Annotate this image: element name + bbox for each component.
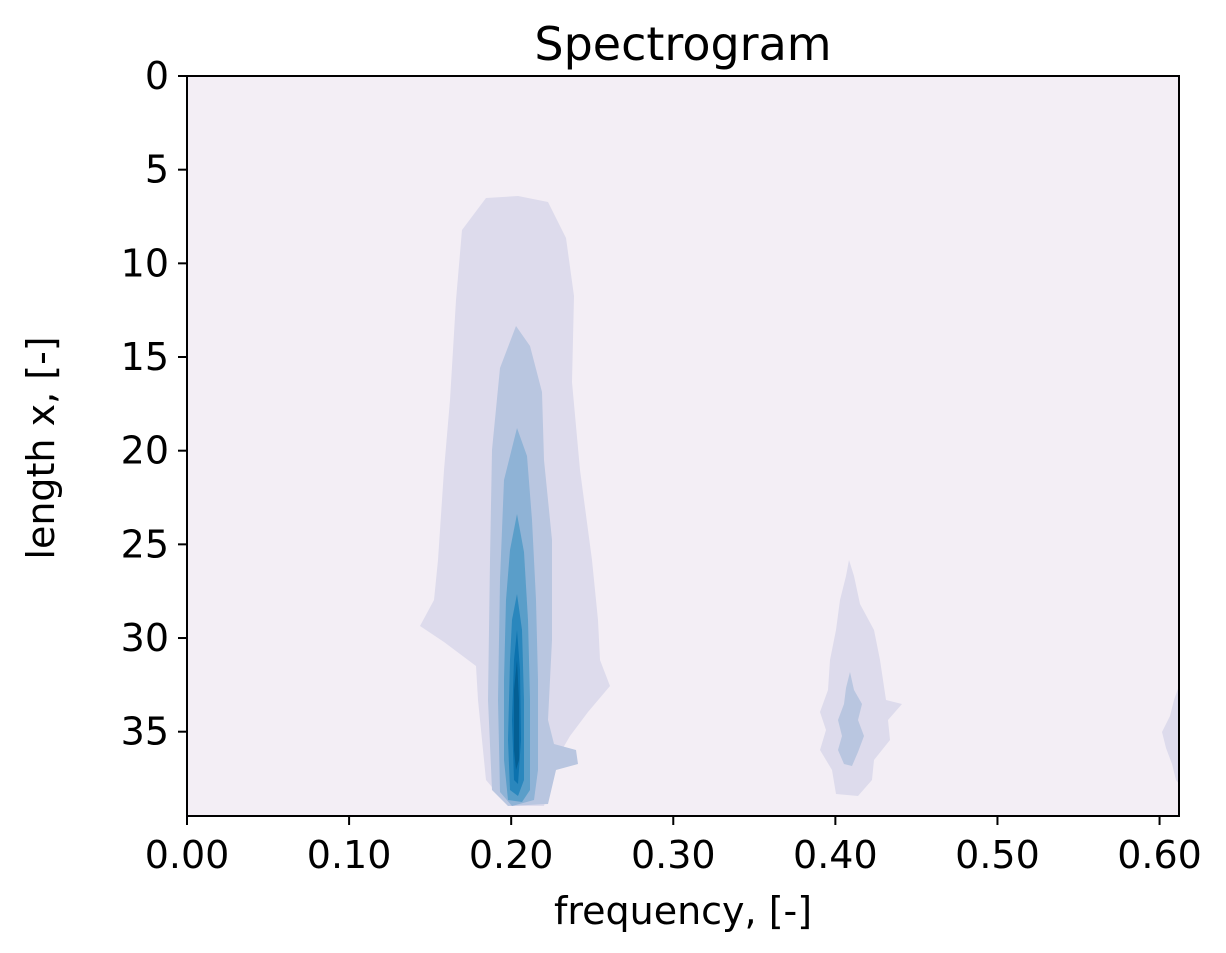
plot-background [187, 76, 1179, 816]
x-tick-label: 0.40 [793, 833, 878, 877]
y-axis: 0 5 10 15 20 25 30 35 [121, 54, 187, 754]
chart-title: Spectrogram [534, 17, 831, 71]
x-axis-title: frequency, [-] [554, 889, 812, 933]
plot-frame [186, 75, 1180, 817]
y-tick-label: 25 [121, 522, 169, 566]
x-axis: 0.00 0.10 0.20 0.30 0.40 0.50 0.60 [145, 816, 1202, 877]
x-tick-label: 0.10 [307, 833, 392, 877]
y-tick-label: 30 [121, 616, 169, 660]
y-tick-label: 10 [121, 241, 169, 285]
x-tick-label: 0.30 [631, 833, 716, 877]
y-tick-label: 20 [121, 429, 169, 473]
y-tick-label: 0 [145, 54, 169, 98]
contour-peak3-level1 [1162, 686, 1179, 784]
contour-peak2-level2 [838, 672, 864, 766]
y-tick-label: 5 [145, 148, 169, 192]
x-tick-label: 0.50 [955, 833, 1040, 877]
contour-layer [420, 196, 1179, 806]
contour-peak1-level7 [514, 660, 519, 770]
y-tick-label: 35 [121, 710, 169, 754]
x-tick-label: 0.20 [469, 833, 554, 877]
y-axis-title: length x, [-] [19, 336, 63, 559]
x-tick-label: 0.00 [145, 833, 230, 877]
x-tick-label: 0.60 [1117, 833, 1202, 877]
contour-peak2-level1 [820, 560, 902, 796]
y-tick-label: 15 [121, 335, 169, 379]
